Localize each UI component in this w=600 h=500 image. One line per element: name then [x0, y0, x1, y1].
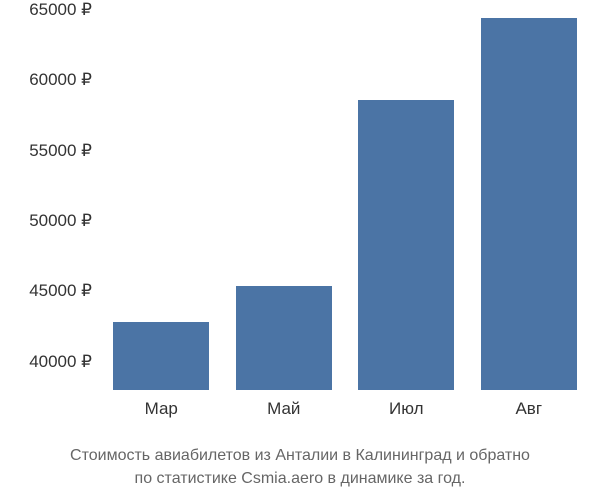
bar — [481, 18, 577, 390]
y-tick-label: 60000 ₽ — [29, 70, 92, 90]
x-tick-label: Мар — [145, 399, 178, 419]
caption-line-2: по статистике Csmia.aero в динамике за г… — [0, 468, 600, 490]
x-tick-label: Май — [267, 399, 300, 419]
y-tick-label: 50000 ₽ — [29, 211, 92, 231]
y-tick-label: 40000 ₽ — [29, 352, 92, 372]
x-tick-label: Июл — [389, 399, 424, 419]
y-tick-label: 45000 ₽ — [29, 281, 92, 301]
x-tick-label: Авг — [515, 399, 542, 419]
bar — [113, 322, 209, 390]
x-axis: Мар Май Июл Авг — [100, 395, 590, 425]
y-tick-label: 65000 ₽ — [29, 0, 92, 20]
bar — [358, 100, 454, 390]
y-axis: 40000 ₽ 45000 ₽ 50000 ₽ 55000 ₽ 60000 ₽ 65000… — [0, 0, 100, 400]
plot-area — [100, 10, 590, 390]
chart-caption: Стоимость авиабилетов из Анталии в Калин… — [0, 445, 600, 490]
bar — [236, 286, 332, 390]
caption-line-1: Стоимость авиабилетов из Анталии в Калин… — [0, 445, 600, 467]
price-chart: 40000 ₽ 45000 ₽ 50000 ₽ 55000 ₽ 60000 ₽ 65000… — [0, 0, 600, 440]
y-tick-label: 55000 ₽ — [29, 141, 92, 161]
